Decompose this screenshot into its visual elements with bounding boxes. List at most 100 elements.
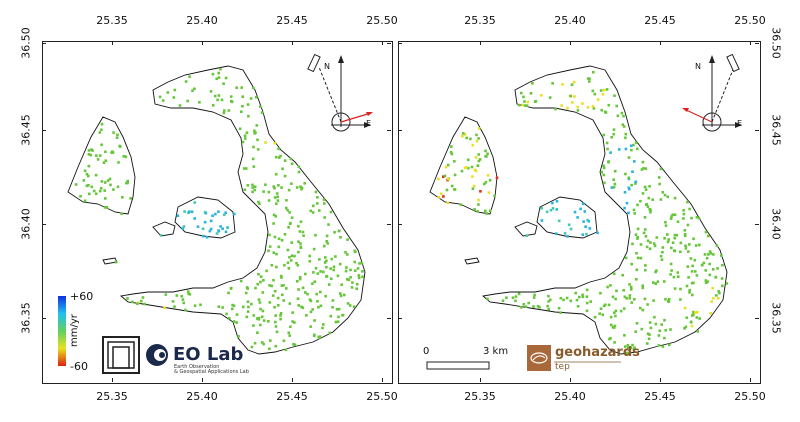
ps-point (340, 283, 343, 286)
ps-point (688, 288, 691, 292)
ps-point (473, 168, 477, 172)
tick-mark (755, 224, 759, 225)
ps-point (540, 94, 543, 97)
ps-point (103, 181, 107, 184)
ps-point (290, 216, 294, 219)
ps-point (649, 210, 652, 214)
ps-point (660, 323, 663, 326)
ps-point (353, 260, 356, 264)
ps-point (273, 289, 277, 293)
ps-point (603, 181, 606, 185)
ps-point (588, 227, 592, 230)
ps-point (717, 297, 720, 300)
ps-point (257, 298, 261, 301)
ps-point (256, 331, 259, 334)
ps-point (445, 188, 449, 192)
ps-point (102, 161, 106, 164)
ps-point (579, 207, 582, 211)
ps-point (646, 332, 650, 336)
ps-point (609, 151, 612, 154)
ps-point (673, 236, 677, 240)
ps-point (277, 237, 281, 241)
ps-point (319, 270, 322, 273)
ps-point (547, 300, 550, 303)
ps-point (264, 141, 267, 144)
ps-point (639, 243, 643, 246)
ps-point (548, 96, 552, 99)
ps-point (124, 155, 128, 159)
ps-point (648, 333, 651, 336)
ps-point (453, 160, 456, 163)
ps-point (627, 211, 630, 215)
ps-point (546, 304, 549, 308)
ps-point (644, 235, 648, 238)
ps-point (676, 220, 680, 223)
ps-point (581, 233, 584, 236)
ps-point (484, 181, 488, 184)
ps-point (199, 303, 202, 307)
ps-point (272, 251, 276, 254)
ps-point (322, 270, 325, 274)
ps-point (523, 100, 526, 103)
ps-point (247, 114, 250, 118)
ps-point (566, 106, 569, 110)
ps-point (683, 229, 687, 232)
ps-point (658, 329, 662, 333)
ps-point (576, 216, 579, 219)
ps-point (711, 268, 715, 271)
ps-point (306, 292, 309, 296)
ps-point (561, 83, 564, 86)
ps-point (274, 344, 278, 348)
ps-point (670, 269, 673, 272)
ps-point (661, 191, 665, 194)
tick-mark (42, 318, 46, 319)
ps-point (100, 180, 104, 183)
ps-point (578, 295, 581, 299)
ps-point (627, 156, 631, 159)
ps-point (334, 255, 337, 258)
ps-point (663, 237, 666, 240)
ps-point (224, 211, 227, 214)
compass-north-label-right: N (695, 62, 701, 71)
ps-point (280, 239, 284, 242)
ps-point (635, 278, 638, 281)
eolab-subtitle-1: Earth Observation (174, 364, 220, 370)
ps-point (251, 157, 255, 161)
ps-point (669, 262, 673, 266)
ps-point (103, 206, 107, 209)
ps-point (715, 244, 719, 247)
tick-mark (112, 41, 113, 45)
ps-point (586, 106, 590, 109)
ps-point (280, 284, 284, 287)
ps-point (287, 188, 291, 192)
ps-point (613, 311, 616, 314)
ps-point (599, 307, 603, 310)
ps-point (246, 310, 250, 313)
ps-point (585, 309, 589, 313)
ps-point (328, 331, 331, 335)
ps-point (349, 268, 352, 272)
ps-point (335, 308, 339, 311)
ps-point (609, 284, 612, 287)
ps-point (584, 225, 587, 228)
ps-point (323, 244, 326, 248)
ps-point (74, 183, 78, 186)
ps-point (603, 110, 607, 114)
ps-point (629, 346, 633, 350)
ps-point (257, 272, 260, 276)
map-panel-ascending: +60 -60 mm/yr N E EO Lab Earth Observati… (42, 41, 393, 384)
ps-point (339, 294, 343, 298)
ps-point (683, 306, 687, 310)
ps-point (625, 351, 629, 355)
ps-point (243, 188, 247, 191)
ps-point (644, 188, 648, 191)
ps-point (670, 215, 673, 218)
ps-point (277, 147, 280, 151)
ps-point (193, 87, 196, 91)
ps-point (477, 203, 480, 206)
ps-point (585, 295, 589, 298)
ps-point (83, 169, 87, 173)
ps-point (658, 182, 661, 186)
ps-point (293, 321, 296, 324)
ps-point (111, 151, 115, 154)
